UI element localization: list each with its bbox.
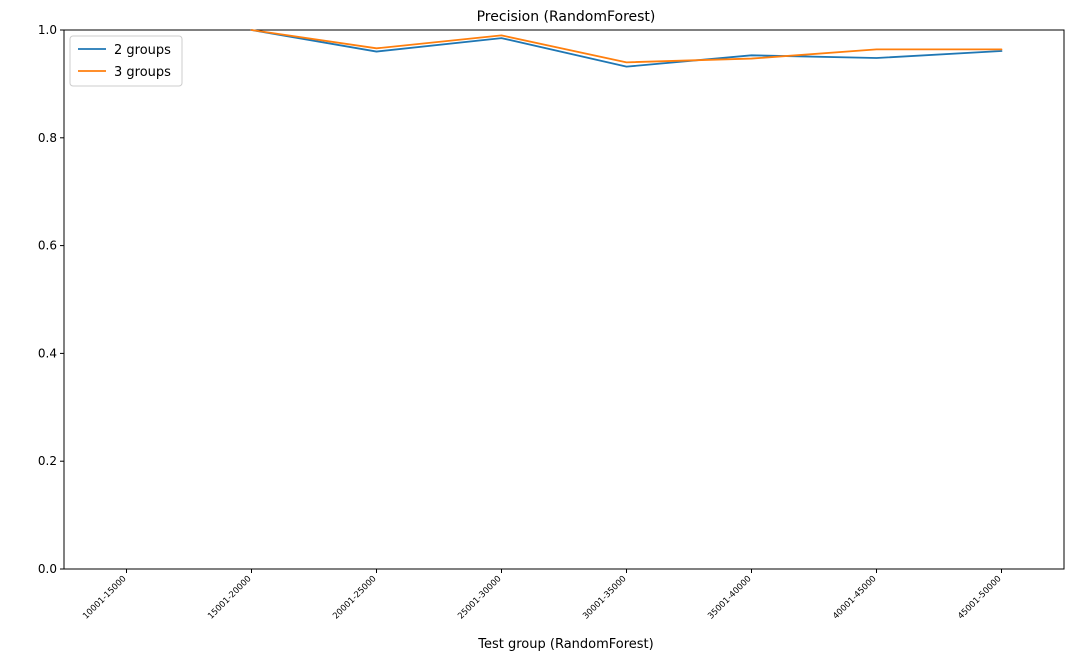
series-line-3-groups	[250, 29, 1003, 64]
x-tick-label: 30001-35000	[581, 574, 628, 621]
legend-entry: 2 groups	[114, 43, 171, 58]
x-axis-label: Test group (RandomForest)	[477, 637, 653, 652]
series-line-2-groups	[250, 29, 1003, 68]
chart-title: Precision (RandomForest)	[477, 9, 656, 25]
x-tick-label: 15001-20000	[206, 574, 253, 621]
x-tick-label: 10001-15000	[81, 574, 128, 621]
y-tick-label: 0.4	[38, 346, 57, 360]
x-tick-label: 20001-25000	[331, 574, 378, 621]
y-tick-label: 0.0	[38, 562, 57, 576]
x-tick-label: 45001-50000	[956, 574, 1003, 621]
plot-area: 0.0 0.2 0.4 0.6 0.8 1.0 10001-15000 15001-20000…	[38, 23, 1065, 622]
x-tick-label: 40001-45000	[831, 574, 878, 621]
x-tick-label: 25001-30000	[456, 574, 503, 621]
plot-frame	[63, 29, 1065, 570]
y-tick-label: 0.2	[38, 454, 57, 468]
y-tick-label: 0.6	[38, 239, 57, 253]
y-tick-label: 0.8	[38, 131, 57, 145]
y-tick-label: 1.0	[38, 23, 57, 37]
legend-entry: 3 groups	[114, 65, 171, 80]
x-tick-label: 35001-40000	[706, 574, 753, 621]
